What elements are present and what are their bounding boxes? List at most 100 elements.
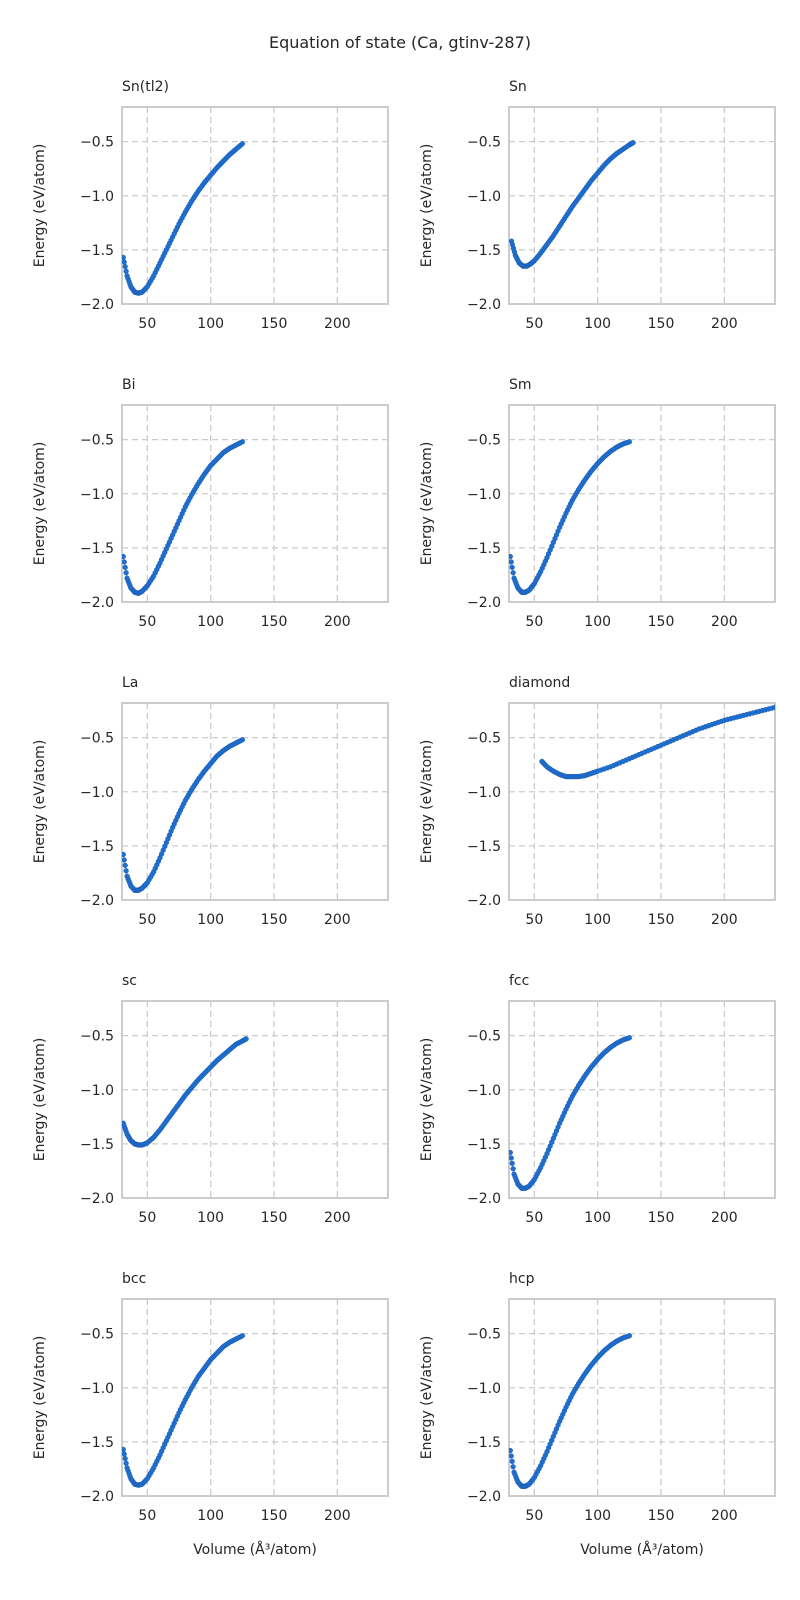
y-axis-label: Energy (eV/atom) xyxy=(419,442,435,566)
data-point xyxy=(239,737,245,743)
panel-title: Sn(tl2) xyxy=(122,79,169,95)
y-tick-label: −0.5 xyxy=(80,1029,114,1045)
y-tick-label: −0.5 xyxy=(80,433,114,449)
x-axis-label: Volume (Å³/atom) xyxy=(193,1541,317,1558)
y-axis-label: Energy (eV/atom) xyxy=(419,1038,435,1162)
data-point xyxy=(509,564,515,571)
plot-frame xyxy=(121,404,389,603)
y-tick-label: −1.5 xyxy=(467,839,501,855)
panel-title: Sn xyxy=(509,79,527,95)
plot-frame xyxy=(121,1000,389,1199)
y-tick-label: −2.0 xyxy=(80,595,114,611)
y-axis-label: Energy (eV/atom) xyxy=(419,1336,435,1460)
y-axis-label: Energy (eV/atom) xyxy=(32,1038,48,1162)
y-tick-label: −0.5 xyxy=(80,135,114,151)
y-tick-label: −1.0 xyxy=(80,487,114,503)
x-tick-label: 150 xyxy=(261,316,288,332)
data-point xyxy=(239,1333,245,1339)
data-points xyxy=(122,141,245,296)
x-tick-label: 150 xyxy=(648,614,675,630)
data-point xyxy=(122,564,128,571)
x-tick-label: 50 xyxy=(525,1508,543,1524)
x-tick-label: 150 xyxy=(261,614,288,630)
data-points xyxy=(509,1333,632,1489)
x-tick-label: 100 xyxy=(197,614,224,630)
data-point xyxy=(243,1036,249,1042)
x-tick-label: 150 xyxy=(648,912,675,928)
plot-frame xyxy=(508,106,776,305)
y-tick-label: −1.0 xyxy=(467,785,501,801)
data-point xyxy=(510,1166,516,1172)
data-point xyxy=(123,868,129,874)
x-tick-label: 50 xyxy=(138,1210,156,1226)
x-tick-label: 200 xyxy=(324,316,351,332)
plot-frame xyxy=(121,106,389,305)
x-tick-label: 200 xyxy=(324,912,351,928)
x-tick-label: 150 xyxy=(648,316,675,332)
y-tick-label: −1.5 xyxy=(80,1137,114,1153)
x-tick-label: 200 xyxy=(711,614,738,630)
data-point xyxy=(123,268,129,274)
x-tick-label: 200 xyxy=(324,1210,351,1226)
panel-sc: sc 50 100 150 200 −2.0 −1.5 −1.0 −0.5 Energy (eV/… xyxy=(32,973,389,1226)
y-tick-label: −1.5 xyxy=(80,243,114,259)
panel-bcc: bcc 50 100 150 200 −2.0 −1.5 −1.0 −0.5 Energy (eV… xyxy=(32,1271,389,1558)
data-point xyxy=(626,1035,632,1041)
data-point xyxy=(509,1458,515,1465)
y-axis-label: Energy (eV/atom) xyxy=(419,740,435,864)
y-tick-label: −2.0 xyxy=(467,297,501,313)
y-tick-label: −0.5 xyxy=(467,731,501,747)
y-axis-label: Energy (eV/atom) xyxy=(32,1336,48,1460)
data-point xyxy=(122,559,127,565)
y-tick-label: −2.0 xyxy=(80,1489,114,1505)
panel-sm: Sm 50 100 150 200 −2.0 −1.5 −1.0 −0.5 Energy (eV/… xyxy=(419,377,776,630)
x-tick-label: 200 xyxy=(324,614,351,630)
y-tick-label: −1.5 xyxy=(467,243,501,259)
y-tick-label: −1.5 xyxy=(80,839,114,855)
y-tick-label: −1.5 xyxy=(467,1435,501,1451)
data-point xyxy=(509,1155,514,1161)
y-tick-label: −2.0 xyxy=(80,297,114,313)
x-tick-label: 50 xyxy=(525,316,543,332)
data-point xyxy=(122,1451,127,1457)
plot-frame xyxy=(508,1000,776,1199)
y-tick-label: −2.0 xyxy=(80,893,114,909)
x-tick-label: 100 xyxy=(197,912,224,928)
data-point xyxy=(122,264,128,270)
plot-frame xyxy=(508,404,776,603)
data-point xyxy=(122,553,126,560)
x-tick-label: 200 xyxy=(711,1210,738,1226)
data-point xyxy=(239,439,245,445)
x-tick-label: 100 xyxy=(584,316,611,332)
panel-sn-tl2-: Sn(tl2) 50 100 150 200 −2.0 −1.5 −1.0 −0.5 Energy… xyxy=(32,79,389,332)
data-point xyxy=(772,704,775,710)
panel-hcp: hcp 50 100 150 200 −2.0 −1.5 −1.0 −0.5 Energy (eV… xyxy=(419,1271,776,1558)
data-point xyxy=(123,570,129,576)
panel-title: bcc xyxy=(122,1271,146,1287)
data-points xyxy=(122,1036,249,1148)
y-axis-label: Energy (eV/atom) xyxy=(32,442,48,566)
y-tick-label: −2.0 xyxy=(467,1489,501,1505)
data-point xyxy=(626,1333,632,1339)
panel-title: diamond xyxy=(509,675,570,691)
data-points xyxy=(122,1333,245,1488)
x-tick-label: 200 xyxy=(711,1508,738,1524)
y-tick-label: −1.0 xyxy=(467,1381,501,1397)
x-tick-label: 50 xyxy=(138,614,156,630)
data-point xyxy=(122,862,128,869)
x-tick-label: 200 xyxy=(324,1508,351,1524)
figure-title: Equation of state (Ca, gtinv-287) xyxy=(269,33,531,52)
x-tick-label: 150 xyxy=(648,1508,675,1524)
y-tick-label: −0.5 xyxy=(467,135,501,151)
y-tick-label: −2.0 xyxy=(467,1191,501,1207)
y-axis-label: Energy (eV/atom) xyxy=(32,144,48,268)
y-tick-label: −1.0 xyxy=(467,487,501,503)
plot-frame xyxy=(121,1298,389,1497)
data-points xyxy=(509,140,636,269)
y-tick-label: −1.5 xyxy=(467,1137,501,1153)
panel-fcc: fcc 50 100 150 200 −2.0 −1.5 −1.0 −0.5 Energy (eV… xyxy=(419,973,776,1226)
panel-bi: Bi 50 100 150 200 −2.0 −1.5 −1.0 −0.5 Energy (eV/… xyxy=(32,377,389,630)
y-axis-label: Energy (eV/atom) xyxy=(419,144,435,268)
data-point xyxy=(509,1149,513,1156)
plot-frame xyxy=(121,702,389,901)
